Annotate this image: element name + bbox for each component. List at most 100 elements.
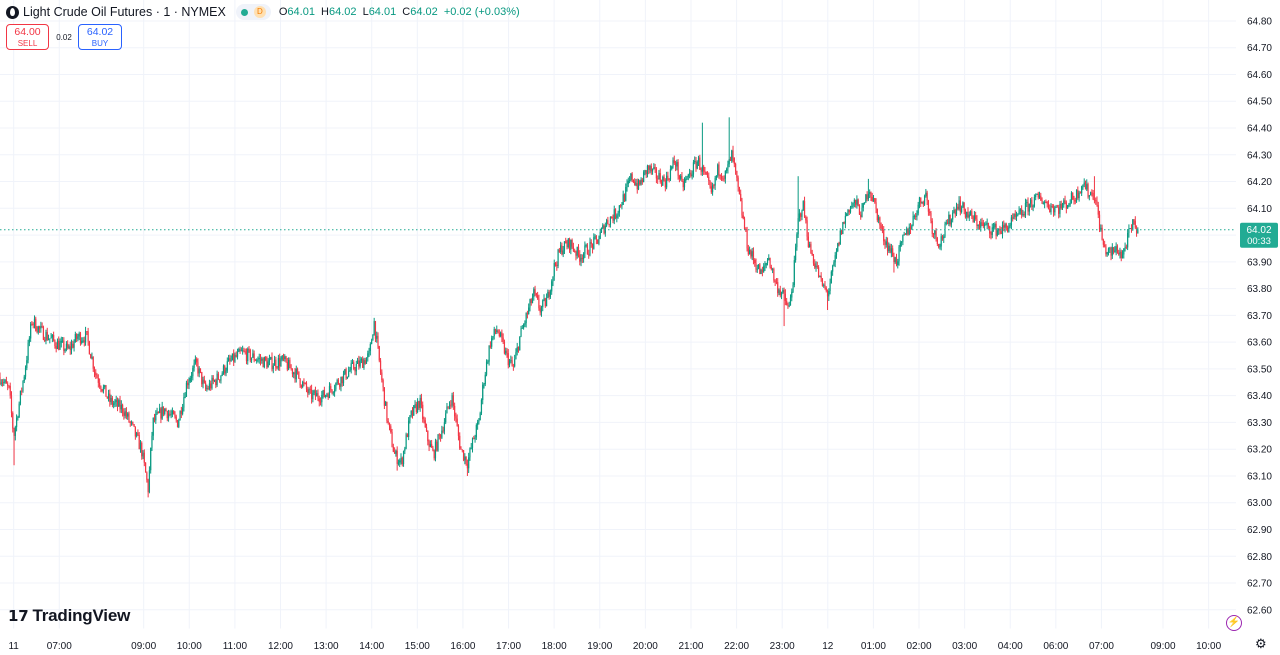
candle	[605, 218, 608, 228]
candle	[957, 203, 959, 211]
candle	[1052, 204, 1055, 217]
price-tick-label: 62.80	[1247, 552, 1272, 563]
candle	[151, 431, 153, 451]
candle	[844, 212, 847, 229]
candle	[113, 400, 115, 409]
candle	[962, 201, 964, 208]
candle	[141, 441, 143, 460]
candle	[279, 353, 281, 371]
candle	[396, 446, 398, 471]
candle	[971, 208, 973, 220]
candle	[386, 401, 388, 424]
candle	[969, 210, 972, 216]
symbol-title[interactable]: Light Crude Oil Futures · 1 · NYMEX	[23, 5, 226, 19]
candle	[830, 270, 832, 284]
price-axis[interactable]: 64.80 64.70 64.60 64.50 64.40 64.30 64.20 64.10…	[1240, 16, 1278, 616]
candle	[646, 164, 649, 178]
sell-button[interactable]: 64.00 SELL	[6, 24, 49, 50]
price-tick-label: 64.40	[1247, 124, 1272, 135]
candle	[819, 275, 821, 278]
candle	[1041, 197, 1043, 204]
candle	[982, 219, 984, 229]
candle	[96, 373, 98, 379]
candle	[102, 384, 105, 394]
candle	[83, 336, 85, 347]
candle	[397, 459, 400, 466]
candle	[17, 415, 19, 421]
candle	[459, 432, 461, 450]
candle	[645, 170, 647, 179]
candle	[304, 382, 306, 385]
time-tick-label: 23:00	[770, 641, 795, 652]
market-status-pill[interactable]: D	[235, 4, 271, 20]
candle	[337, 378, 340, 385]
lightning-icon[interactable]: ⚡	[1226, 615, 1242, 631]
candle	[1106, 251, 1108, 257]
candle	[74, 331, 76, 343]
buy-button[interactable]: 64.02 BUY	[78, 24, 122, 50]
candle	[211, 375, 213, 390]
candle	[442, 426, 444, 434]
candle	[792, 282, 794, 293]
candle	[990, 231, 992, 240]
candle	[166, 410, 168, 422]
candle	[50, 333, 52, 339]
time-axis[interactable]: 11 07:00 09:00 10:00 11:00 12:00 13:00 14:00 15:…	[8, 641, 1221, 652]
candle	[586, 243, 589, 255]
high-value: 64.02	[328, 6, 357, 18]
delayed-data-badge[interactable]: D	[253, 6, 266, 18]
candle	[953, 206, 955, 214]
candle	[1096, 196, 1098, 207]
candle	[538, 294, 540, 311]
tradingview-logo[interactable]: 17 TradingView	[8, 606, 130, 626]
candle	[240, 347, 242, 352]
candle	[787, 302, 789, 309]
candle	[235, 351, 237, 358]
candle	[414, 400, 416, 409]
candle	[741, 197, 743, 219]
candle	[805, 215, 807, 224]
candle	[359, 356, 361, 369]
candle	[738, 186, 741, 195]
candle	[45, 329, 47, 345]
time-tick-label: 17:00	[496, 641, 521, 652]
gear-icon[interactable]: ⚙	[1255, 636, 1267, 651]
candle	[317, 389, 319, 402]
candle	[424, 417, 426, 428]
candle	[503, 339, 506, 355]
candle	[734, 162, 737, 175]
candle	[848, 209, 850, 216]
candle	[1134, 216, 1136, 230]
candle	[408, 417, 410, 441]
candle	[784, 289, 786, 306]
candle	[590, 239, 592, 248]
candle	[169, 410, 171, 417]
candle	[1119, 247, 1121, 259]
candle	[303, 378, 305, 387]
candle	[782, 287, 784, 294]
candle	[115, 395, 117, 407]
candle	[438, 433, 440, 440]
candle	[602, 223, 604, 230]
price-tick-label: 64.30	[1247, 150, 1272, 161]
candle	[554, 262, 557, 267]
candle	[1047, 200, 1050, 210]
candle	[717, 163, 719, 178]
candle	[742, 211, 744, 220]
candle	[323, 386, 325, 398]
candle	[86, 331, 88, 336]
time-tick-label: 04:00	[998, 641, 1023, 652]
candle	[867, 178, 869, 202]
time-tick-label: 22:00	[724, 641, 749, 652]
candle	[245, 348, 248, 365]
candle	[294, 368, 296, 383]
candle	[560, 241, 562, 254]
candle	[1050, 203, 1052, 215]
candle	[750, 249, 752, 259]
candle	[49, 338, 51, 344]
candle	[728, 117, 730, 168]
candle	[308, 387, 310, 395]
candle	[927, 199, 930, 216]
